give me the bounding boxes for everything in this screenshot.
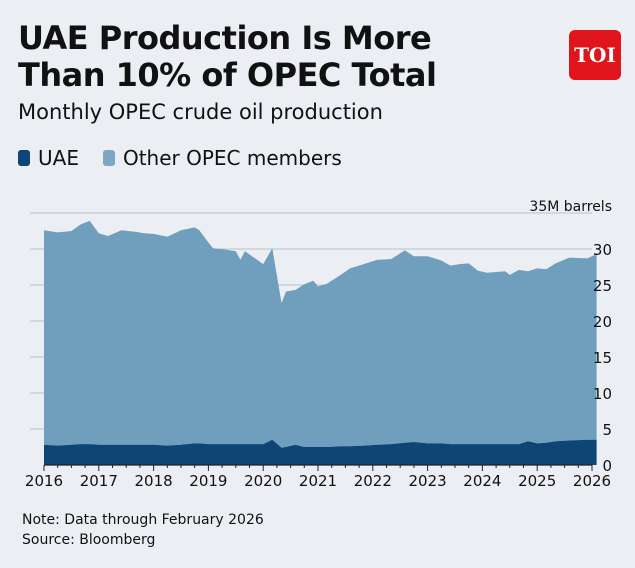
x-tick-label: 2026: [573, 472, 611, 490]
y-tick-label: 5: [602, 421, 612, 439]
legend-swatch-other: [102, 150, 115, 166]
legend-item-uae: UAE: [18, 146, 79, 170]
x-tick-label: 2017: [80, 472, 118, 490]
y-tick-label: 10: [593, 385, 612, 403]
legend-item-other: Other OPEC members: [102, 146, 342, 170]
x-tick-label: 2018: [135, 472, 173, 490]
x-tick-label: 2021: [299, 472, 337, 490]
chart-title: UAE Production Is More Than 10% of OPEC …: [18, 19, 437, 94]
area-other-opec: [44, 220, 597, 448]
legend: UAE Other OPEC members: [18, 146, 366, 170]
x-tick-label: 2024: [463, 472, 501, 490]
x-tick-label: 2016: [25, 472, 63, 490]
x-tick-label: 2025: [518, 472, 556, 490]
footer-note: Note: Data through February 2026: [22, 512, 264, 528]
y-tick-label: 25: [593, 277, 612, 295]
logo-text: TOI: [574, 43, 616, 67]
y-tick-label: 30: [593, 241, 612, 259]
x-tick-label: 2023: [409, 472, 447, 490]
chart-subtitle: Monthly OPEC crude oil production: [18, 100, 383, 124]
legend-label-other: Other OPEC members: [122, 146, 342, 170]
y-tick-label: 0: [602, 457, 612, 475]
footer-source: Source: Bloomberg: [22, 532, 156, 548]
footer: Note: Data through February 2026 Source:…: [22, 510, 264, 550]
area-uae: [44, 439, 597, 465]
y-unit-label: 35M barrels: [529, 199, 612, 215]
y-tick-label: 15: [593, 349, 612, 367]
y-tick-label: 20: [593, 313, 612, 331]
legend-swatch-uae: [18, 150, 30, 166]
toi-logo: TOI: [569, 30, 621, 80]
x-tick-label: 2022: [354, 472, 392, 490]
legend-label-uae: UAE: [38, 146, 79, 170]
x-tick-label: 2019: [189, 472, 227, 490]
x-tick-label: 2020: [244, 472, 282, 490]
